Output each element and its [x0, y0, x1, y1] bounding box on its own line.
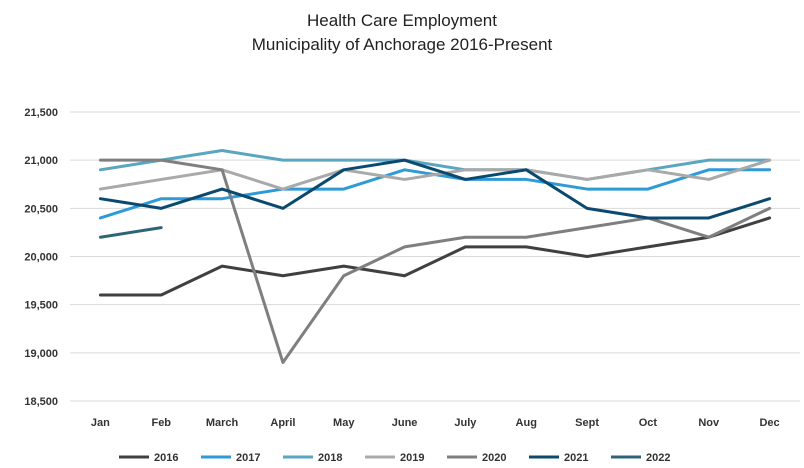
x-tick-label: Sept	[575, 417, 599, 429]
y-tick-label: 21,500	[24, 107, 58, 119]
series-line-2021	[98, 158, 772, 220]
y-tick-label: 18,500	[24, 396, 58, 408]
x-tick-label: Nov	[698, 417, 720, 429]
legend-item: 2022	[611, 452, 670, 464]
x-tick-label: Oct	[639, 417, 658, 429]
x-tick-label: Dec	[759, 417, 779, 429]
legend-label: 2022	[646, 452, 670, 464]
y-tick-label: 20,000	[24, 252, 58, 264]
legend-label: 2017	[236, 452, 260, 464]
chart-subtitle: Municipality of Anchorage 2016-Present	[252, 35, 553, 54]
x-tick-label: Feb	[151, 417, 171, 429]
series-line-2019	[98, 158, 772, 191]
series-line-2016	[98, 216, 772, 297]
legend-item: 2017	[201, 452, 260, 464]
legend-item: 2020	[447, 452, 506, 464]
legend-label: 2020	[482, 452, 506, 464]
series-lines	[98, 149, 772, 364]
x-tick-label: July	[454, 417, 477, 429]
legend: 2016 2017 2018 2019 2020 2021 2022	[119, 452, 670, 464]
legend-label: 2021	[564, 452, 588, 464]
x-tick-label: March	[206, 417, 239, 429]
x-axis-ticks: Jan Feb March April May June July Aug Sept Oct Nov…	[91, 417, 780, 429]
legend-label: 2018	[318, 452, 342, 464]
series-line-2018	[98, 149, 772, 181]
legend-item: 2021	[529, 452, 588, 464]
y-tick-label: 21,000	[24, 155, 58, 167]
series-line-2017	[98, 168, 772, 220]
legend-item: 2016	[119, 452, 178, 464]
y-axis-ticks: 18,500 19,000 19,500 20,000 20,500 21,000 21,5…	[24, 107, 58, 408]
x-tick-label: May	[333, 417, 355, 429]
series-line-2020	[98, 158, 772, 364]
chart-title: Health Care Employment	[307, 11, 497, 30]
x-tick-label: June	[392, 417, 418, 429]
series-line-2022	[98, 226, 163, 239]
x-tick-label: April	[270, 417, 295, 429]
legend-item: 2019	[365, 452, 424, 464]
x-tick-label: Aug	[516, 417, 537, 429]
x-tick-label: Jan	[91, 417, 110, 429]
y-tick-label: 20,500	[24, 203, 58, 215]
y-tick-label: 19,500	[24, 300, 58, 312]
legend-item: 2018	[283, 452, 342, 464]
y-tick-label: 19,000	[24, 348, 58, 360]
legend-label: 2016	[154, 452, 178, 464]
gridlines	[70, 111, 800, 402]
legend-label: 2019	[400, 452, 424, 464]
